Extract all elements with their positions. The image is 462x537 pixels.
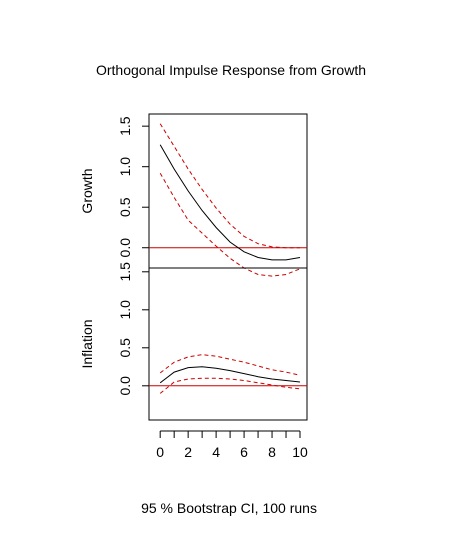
y-tick-label: 1.0 (117, 157, 133, 177)
x-axis: 0 2 4 6 8 10 (156, 430, 308, 460)
x-tick-label: 0 (156, 444, 164, 460)
panel-0: 0.0 0.5 1.0 1.5 Growth (79, 113, 308, 277)
y-tick-label: 1.0 (117, 300, 133, 320)
ci-bound-line (159, 172, 301, 277)
y-axis-label: Growth (79, 168, 95, 213)
y-tick-label: 0.0 (117, 376, 133, 396)
response-line (159, 144, 301, 261)
ci-bound-line (159, 354, 301, 376)
x-axis-label: 95 % Bootstrap CI, 100 runs (141, 500, 317, 516)
chart-title: Orthogonal Impulse Response from Growth (96, 62, 366, 78)
response-line (159, 366, 301, 384)
x-tick-label: 10 (292, 444, 308, 460)
y-tick-label: 0.0 (117, 238, 133, 258)
ci-bound-line (159, 377, 301, 394)
y-tick-label: 0.5 (117, 197, 133, 217)
y-tick-label: 0.5 (117, 338, 133, 358)
x-tick-label: 8 (268, 444, 276, 460)
x-tick-label: 6 (240, 444, 248, 460)
x-tick-label: 4 (212, 444, 220, 460)
panels: 0.0 0.5 1.0 1.5 Growth 0.0 0.5 1.0 1.5 Inflation (79, 113, 308, 421)
panel-frame (148, 267, 308, 421)
y-axis-label: Inflation (79, 319, 95, 368)
y-tick-label: 1.5 (117, 116, 133, 136)
panel-1: 0.0 0.5 1.0 1.5 Inflation (79, 262, 308, 421)
ci-bound-line (159, 123, 300, 249)
panel-frame (148, 113, 308, 269)
y-tick-label: 1.5 (117, 262, 133, 282)
x-tick-label: 2 (184, 444, 192, 460)
